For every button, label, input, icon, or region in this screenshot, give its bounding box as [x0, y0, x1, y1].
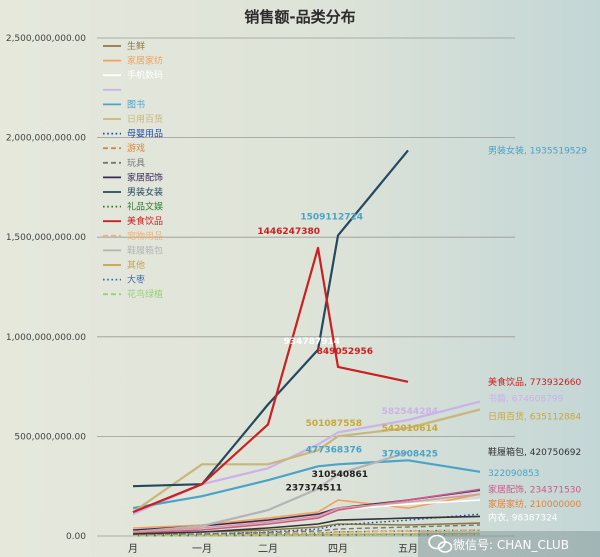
- data-labels: 1446247380 849052956 1509112724 934787914 50…: [257, 212, 438, 493]
- legend-label: 美食饮品: [127, 215, 163, 227]
- x-tick-label: 五月: [398, 543, 418, 555]
- legend-label: 其他: [127, 259, 145, 271]
- y-tick-label: 0.00: [66, 532, 86, 542]
- series-line: [132, 493, 481, 533]
- data-label: 1446247380: [257, 227, 320, 237]
- data-label: 477368376: [306, 445, 362, 455]
- data-label: 501087558: [306, 419, 362, 429]
- watermark: 微信号: CHAN_CLUB: [418, 531, 600, 557]
- series-line: [132, 451, 409, 534]
- series-line: [132, 534, 481, 537]
- data-label: 310540861: [312, 470, 368, 480]
- watermark-text: 微信号: CHAN_CLUB: [453, 538, 569, 552]
- y-tick-label: 2,000,000,000.00: [6, 134, 86, 144]
- end-label: 322090853: [488, 469, 540, 479]
- gridlines: [97, 37, 515, 537]
- end-label: 鞋履箱包, 420750692: [488, 446, 581, 458]
- data-label: 379908425: [382, 449, 438, 459]
- series-lines: [132, 149, 481, 537]
- y-tick-label: 500,000,000.00: [14, 432, 86, 442]
- legend-label: 玩具: [127, 158, 145, 169]
- y-axis: 0.00 500,000,000.00 1,000,000,000.00 1,500,…: [6, 34, 86, 542]
- series-line: [132, 515, 481, 535]
- end-label: 内衣, 98387324: [488, 511, 558, 523]
- data-label: 542010614: [382, 424, 438, 434]
- y-tick-label: 1,000,000,000.00: [6, 333, 86, 343]
- data-label: 1509112724: [300, 212, 363, 222]
- series-line: [132, 408, 481, 514]
- legend-label: 生鲜: [127, 40, 145, 52]
- series-line: [132, 149, 409, 488]
- end-label: 男装女装, 1935519529: [488, 144, 587, 156]
- series-line: [132, 488, 481, 534]
- x-tick-label: 二月: [258, 543, 278, 555]
- data-label: 582544284: [382, 407, 438, 417]
- legend-label: 日用百货: [127, 113, 163, 125]
- legend-label: 男装女装: [127, 186, 163, 198]
- legend-label: 家居配饰: [127, 171, 163, 183]
- end-label: 日用百货, 635112884: [488, 410, 582, 422]
- wechat-icon: [428, 534, 453, 553]
- legend-label: 大枣: [127, 274, 145, 286]
- x-tick-label: 月: [128, 543, 138, 555]
- end-label: 美食饮品, 773932660: [488, 376, 582, 388]
- end-labels: 男装女装, 1935519529 美食饮品, 773932660 书籍, 67460…: [488, 144, 587, 523]
- legend-label: 家居家纺: [127, 55, 163, 67]
- legend-label: 花鸟绿植: [127, 288, 163, 300]
- data-label: 934787914: [284, 337, 340, 347]
- x-tick-label: 四月: [328, 543, 348, 555]
- series-line: [132, 528, 481, 537]
- y-tick-label: 1,500,000,000.00: [6, 233, 86, 243]
- data-label: 849052956: [317, 347, 373, 357]
- legend-label: 宠物用品: [127, 230, 163, 242]
- legend-label: 手机数码: [127, 69, 163, 81]
- series-line: [132, 246, 409, 514]
- x-axis: 月 一月 二月 四月 五月: [128, 543, 418, 555]
- series-line: [132, 524, 481, 536]
- series-line: [132, 513, 481, 536]
- legend-label: 母婴用品: [127, 129, 163, 140]
- legend: 生鲜家居家纺手机数码图书日用百货母婴用品游戏玩具家居配饰男装女装礼品文娱美食饮品…: [103, 40, 163, 300]
- data-label: 237374511: [286, 484, 342, 494]
- series-line: [132, 459, 481, 510]
- end-label: 家居家纺, 210000000: [488, 498, 582, 510]
- end-label: 书籍, 674608799: [488, 393, 564, 405]
- legend-label: 游戏: [127, 142, 145, 154]
- x-tick-label: 一月: [192, 543, 212, 555]
- legend-label: 鞋履箱包: [127, 244, 163, 256]
- legend-label: 图书: [127, 99, 145, 110]
- legend-label: 礼品文娱: [127, 201, 163, 213]
- y-tick-label: 2,500,000,000.00: [6, 34, 86, 44]
- end-label: 家居配饰, 234371530: [488, 483, 582, 495]
- chart-title: 销售额-品类分布: [244, 8, 355, 26]
